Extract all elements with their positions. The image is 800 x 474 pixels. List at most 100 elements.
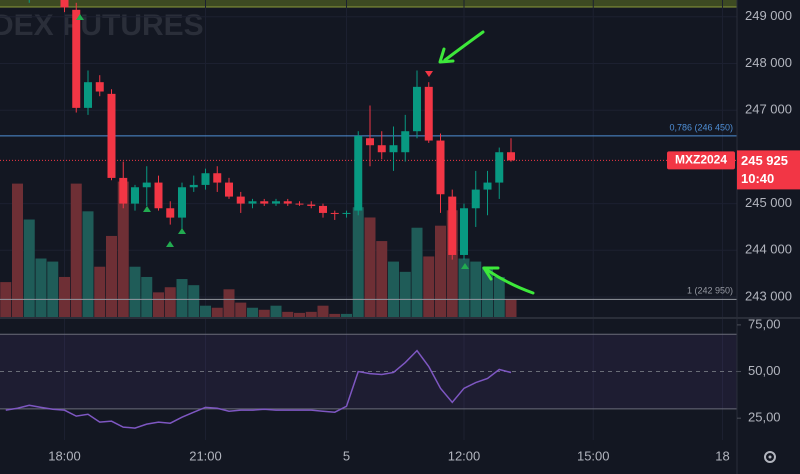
volume-bar: [435, 225, 446, 318]
volume-bar: [317, 305, 329, 318]
candle-body: [354, 135, 363, 211]
candle-body: [60, 0, 69, 8]
volume-bar: [364, 217, 376, 318]
candle-body: [495, 152, 504, 183]
candle-body: [377, 145, 386, 153]
volume-bar: [329, 313, 341, 318]
y-tick-label: 245 000: [745, 195, 792, 210]
candle-body: [272, 201, 280, 204]
candle-body: [413, 86, 421, 132]
x-tick-label: 15:00: [577, 448, 610, 463]
volume-bar: [493, 276, 505, 318]
volume-bar: [458, 258, 470, 318]
candle-body: [319, 205, 327, 213]
volume-bar: [153, 292, 164, 318]
volume-bar: [376, 241, 388, 318]
candle-body: [178, 187, 186, 218]
x-tick-label: 12:00: [448, 448, 481, 463]
candle-body: [401, 131, 410, 153]
candle-body: [366, 138, 374, 146]
candle-body: [436, 140, 445, 195]
candle-body: [260, 201, 269, 204]
volume-bar: [247, 307, 258, 318]
candle-body: [189, 184, 198, 188]
volume-bar: [388, 261, 399, 318]
volume-bar: [23, 219, 35, 318]
candle-body: [154, 182, 163, 209]
arrow-head: [438, 47, 455, 64]
x-tick-label: 18:00: [48, 448, 81, 463]
fib-band: [0, 0, 737, 7]
volume-bar: [211, 307, 223, 318]
candle-body: [248, 201, 257, 204]
x-tick-label: 5: [343, 448, 350, 463]
symbol-tag: [667, 151, 735, 170]
volume-bar: [0, 282, 12, 318]
arrows: [438, 30, 535, 295]
candle-body: [166, 208, 175, 218]
arrow: [485, 268, 535, 295]
candle-body: [236, 196, 245, 204]
symbol-label: MXZ2024: [675, 153, 727, 167]
candle-body: [84, 82, 92, 108]
candle-body: [72, 9, 81, 108]
fib-level-label: 0,786 (246 450): [669, 122, 733, 132]
watermark: DEX FUTURES: [0, 9, 204, 42]
signal-up: [178, 228, 186, 234]
volume-bar: [411, 227, 423, 318]
candle-body: [342, 212, 351, 214]
volume-bar: [129, 266, 141, 318]
candle-body: [283, 201, 292, 204]
volume-bar: [470, 261, 482, 318]
volume-bar: [12, 183, 23, 318]
volume-bar: [352, 207, 364, 318]
candle-body: [460, 208, 468, 255]
y-tick-label: 75,00: [748, 316, 781, 331]
candle-body: [307, 204, 316, 206]
candle-body: [107, 93, 116, 178]
x-tick-label: 21:00: [189, 448, 222, 463]
volume-bar: [59, 276, 70, 318]
settings-icon[interactable]: [764, 451, 776, 463]
volume-bar: [423, 256, 435, 318]
volume-bar: [106, 235, 117, 318]
candle-body: [295, 203, 304, 205]
volume-bar: [223, 289, 235, 318]
volume-bar: [94, 266, 106, 318]
x-tick-label: 18: [715, 448, 729, 463]
volume-bar: [505, 299, 517, 318]
signal-down: [425, 71, 433, 77]
gear[interactable]: [764, 451, 776, 463]
y-tick-label: 247 000: [745, 102, 792, 117]
candle-body: [225, 182, 233, 197]
signals: [76, 14, 469, 269]
signal-up: [76, 14, 84, 20]
candle-body: [119, 177, 128, 204]
candle-body: [389, 145, 398, 153]
volume-bar: [270, 305, 282, 318]
fib-level-label: 1 (242 950): [687, 286, 733, 296]
volume-bar: [164, 287, 176, 318]
candle-body: [201, 173, 210, 185]
gear-center[interactable]: [768, 455, 772, 459]
volume-bar: [235, 302, 247, 318]
volume-bar: [47, 261, 59, 318]
y-tick-label: 248 000: [745, 55, 792, 70]
volume-bar: [482, 266, 493, 318]
volume-bar: [341, 313, 352, 318]
candle-body: [131, 187, 139, 204]
volume-bar: [141, 276, 153, 318]
candle-body: [448, 196, 457, 255]
candle-body: [330, 212, 339, 214]
volume-bar: [82, 211, 94, 318]
volume-bar: [282, 311, 294, 318]
volume-bar: [399, 271, 411, 318]
countdown-label: 10:40: [741, 171, 774, 186]
candle-body: [483, 182, 492, 190]
volume-bar: [188, 285, 200, 318]
candle-body: [142, 182, 151, 188]
volume-bar: [35, 258, 47, 318]
